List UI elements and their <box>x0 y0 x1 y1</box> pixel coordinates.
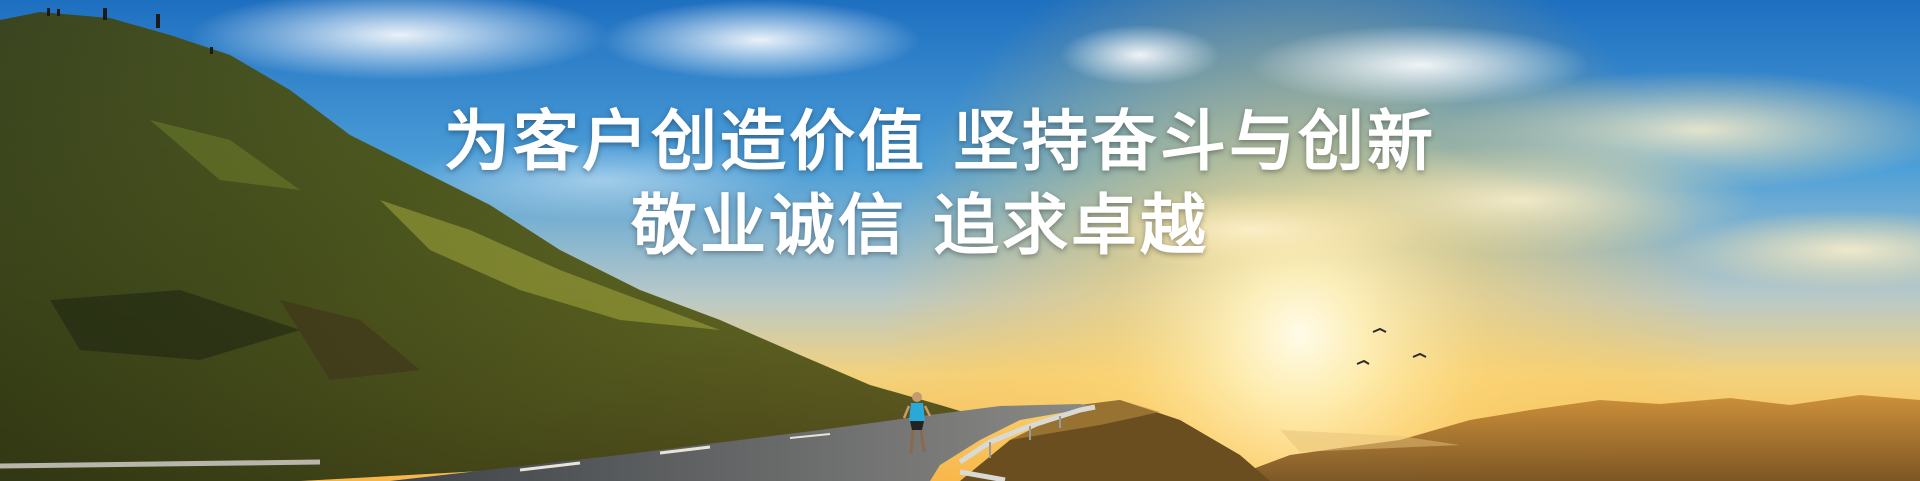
runner-figure <box>902 392 932 455</box>
guardrail <box>0 404 1096 481</box>
distant-hills <box>1250 395 1920 481</box>
roadside-slope <box>960 400 1270 481</box>
clouds <box>190 0 1920 290</box>
slogan-line-2: 敬业诚信 追求卓越 <box>631 187 1209 264</box>
slogan-line-1: 为客户创造价值 坚持奋斗与创新 <box>444 103 1436 180</box>
banner-slogan: 为客户创造价值 坚持奋斗与创新 敬业诚信 追求卓越 <box>0 100 1920 268</box>
hilltop-people <box>47 8 213 54</box>
bird-silhouettes <box>1356 327 1427 365</box>
